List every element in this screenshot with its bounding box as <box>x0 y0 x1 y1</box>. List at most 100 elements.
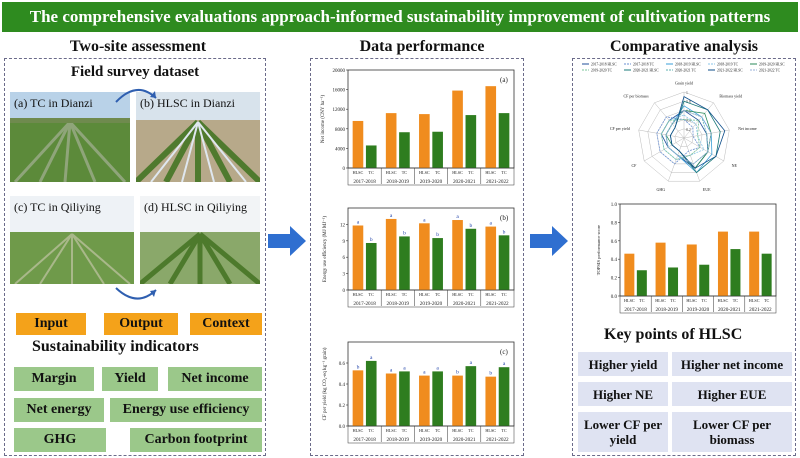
bar-tc <box>465 228 477 290</box>
significance-letter: b <box>403 230 406 236</box>
indicator-net-income: Net income <box>168 367 262 391</box>
radar-series <box>665 109 712 165</box>
legend-label: 2020-2021 TC <box>675 69 697 73</box>
significance-letter: b <box>456 370 459 376</box>
chart-radar: 2017-2018 HLSC 2017-2018 TC 2018-2019 HLSC… <box>582 63 785 192</box>
bar-tc <box>636 270 647 296</box>
x-tick-label: TC <box>369 292 375 297</box>
category-label: 2020-2021 <box>453 179 476 185</box>
key-higher-net-income: Higher net income <box>672 352 792 376</box>
category-label: 2017-2018 <box>353 179 376 185</box>
photo-hlsc-dianzi-image <box>136 92 260 182</box>
radar-spoke <box>683 137 724 162</box>
middle-dashed-box <box>310 58 524 456</box>
significance-letter: a <box>470 360 473 366</box>
category-label: 2021-2022 <box>749 307 772 313</box>
panel-label: (b) <box>500 214 509 222</box>
significance-letter: a <box>390 368 393 374</box>
bar-tc <box>730 249 741 296</box>
x-tick-label: TC <box>501 428 507 433</box>
significance-letter: a <box>456 214 459 220</box>
y-tick-label: 0.2 <box>611 277 618 282</box>
bar-tc <box>498 235 510 290</box>
y-axis-label: Energy use efficiency (MJ MJ⁻¹) <box>322 216 328 282</box>
curved-arrow-bottom-icon <box>115 287 157 300</box>
x-tick-label: TC <box>468 292 474 297</box>
photo-tc-qiliying: (c) TC in Qiliying <box>10 196 134 284</box>
y-tick-label: 3 <box>343 273 346 278</box>
bar-hlsc <box>419 223 430 290</box>
bar-tc <box>399 132 410 168</box>
x-tick-label: TC <box>369 428 375 433</box>
photo-hlsc-qiliying: (d) HLSC in Qiliying <box>140 196 260 284</box>
bar-tc <box>365 360 377 426</box>
x-tick-label: TC <box>733 298 739 303</box>
significance-letter: b <box>489 371 492 377</box>
bar-hlsc <box>385 373 397 426</box>
key-higher-eue: Higher EUE <box>672 382 792 406</box>
y-tick-label: 20000 <box>333 69 346 74</box>
significance-letter: a <box>390 213 393 219</box>
bar-hlsc <box>485 376 497 426</box>
y-tick-label: 6 <box>343 256 346 261</box>
x-tick-label: HLSC <box>353 292 364 297</box>
x-tick-label: TC <box>435 170 441 175</box>
significance-letter: a <box>423 370 426 376</box>
panel-label: (c) <box>500 348 508 356</box>
y-tick-label: 0.6 <box>611 240 618 245</box>
legend-label: 2019-2020 TC <box>591 69 613 73</box>
significance-letter: a <box>490 221 493 227</box>
key-higher-ne: Higher NE <box>578 382 668 406</box>
x-tick-label: TC <box>435 292 441 297</box>
radar-ring <box>674 128 694 147</box>
y-tick-label: 1.0 <box>611 203 618 208</box>
tag-context: Context <box>190 313 262 335</box>
category-label: 2021-2022 <box>486 301 509 307</box>
category-label: 2020-2021 <box>453 437 476 443</box>
y-tick-label: 4000 <box>335 147 346 152</box>
indicator-net-energy: Net energy <box>14 398 104 422</box>
legend-label: 2021-2022 TC <box>759 69 781 73</box>
x-tick-label: HLSC <box>624 298 635 303</box>
bar-tc <box>432 238 443 290</box>
y-tick-label: 0.4 <box>339 383 346 388</box>
category-label: 2021-2022 <box>486 437 509 443</box>
significance-letter: a <box>357 219 360 225</box>
category-frame <box>347 289 515 308</box>
radar-axis-label: Net income <box>738 126 757 131</box>
bar-tc <box>498 367 510 426</box>
bar-hlsc <box>624 253 635 296</box>
bar-hlsc <box>485 86 497 168</box>
bar-tc <box>668 267 679 296</box>
x-tick-label: HLSC <box>485 292 496 297</box>
y-tick-label: 0.0 <box>611 295 618 300</box>
bar-tc <box>699 264 710 296</box>
radar-axis-label: Grain yield <box>675 81 693 86</box>
category-label: 2017-2018 <box>624 307 647 313</box>
y-tick-label: 16000 <box>333 89 346 94</box>
x-tick-label: HLSC <box>452 428 463 433</box>
x-tick-label: HLSC <box>353 170 364 175</box>
radar-axis-label: NE <box>732 163 738 168</box>
significance-letter: b <box>469 223 472 229</box>
y-tick-label: 12 <box>340 223 346 228</box>
category-label: 2021-2022 <box>486 179 509 185</box>
field-survey-title: Field survey dataset <box>70 64 200 80</box>
y-tick-label: 0.6 <box>339 362 346 367</box>
radar-series <box>669 96 726 169</box>
category-label: 2017-2018 <box>353 437 376 443</box>
x-tick-label: HLSC <box>749 298 760 303</box>
x-tick-label: TC <box>369 170 375 175</box>
bar-hlsc <box>452 375 463 426</box>
y-tick-label: 0.8 <box>611 221 618 226</box>
x-tick-label: TC <box>501 170 507 175</box>
data-performance-title: Data performance <box>359 38 485 55</box>
x-tick-label: HLSC <box>655 298 666 303</box>
x-tick-label: TC <box>402 170 408 175</box>
legend-label: 2018-2019 HLSC <box>675 63 701 67</box>
bar-hlsc <box>717 231 728 296</box>
bar-tc <box>761 253 772 296</box>
sustainability-indicators-title: Sustainability indicators <box>32 338 199 355</box>
indicator-margin: Margin <box>14 367 94 391</box>
right-dashed-box <box>572 58 796 456</box>
